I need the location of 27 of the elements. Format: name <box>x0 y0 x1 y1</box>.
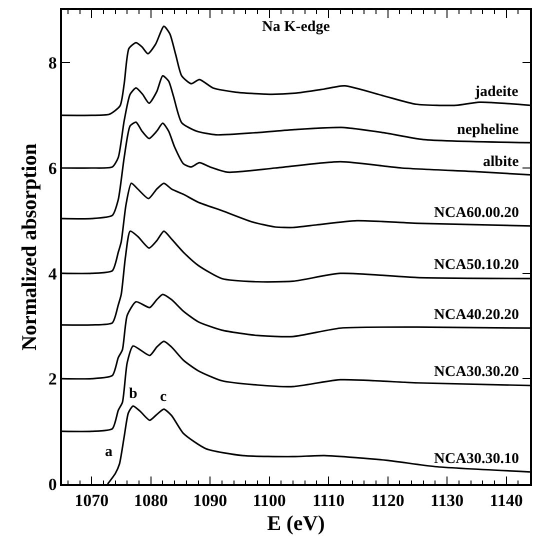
x-tick-label: 1090 <box>193 491 228 510</box>
series-label: nepheline <box>457 122 520 138</box>
x-tick-label: 1070 <box>74 491 109 510</box>
legend-label: NCA50.10.20 <box>434 257 519 273</box>
x-tick-label: 1110 <box>312 491 345 510</box>
x-tick-label: 1130 <box>430 491 464 510</box>
y-tick-label: 2 <box>48 370 57 389</box>
x-tick-label: 1140 <box>490 491 523 510</box>
y-tick-label: 4 <box>48 264 58 284</box>
x-tick-label: 1080 <box>134 491 168 510</box>
y-tick-label: 8 <box>48 54 57 73</box>
x-tick-label: 1120 <box>371 491 404 510</box>
y-tick-label: 0 <box>48 474 57 494</box>
series-label: NCA30.30.10 <box>434 451 519 467</box>
legend-label: albite <box>483 154 520 170</box>
annotation: b <box>129 386 138 402</box>
y-axis-title: Normalized absorption <box>17 143 41 351</box>
annotation: Na K-edge <box>262 19 330 35</box>
series-label: jadeite <box>474 84 519 100</box>
x-tick-label: 1100 <box>252 491 286 510</box>
y-tick-label: 6 <box>48 158 57 178</box>
series-label: NCA40.20.20 <box>434 307 519 323</box>
x-axis-title: E (eV) <box>267 510 325 535</box>
legend-label: NCA30.30.20 <box>434 364 519 380</box>
annotation: a <box>105 444 113 460</box>
annotation: c <box>160 389 167 405</box>
series-label: NCA60.00.20 <box>434 205 519 221</box>
